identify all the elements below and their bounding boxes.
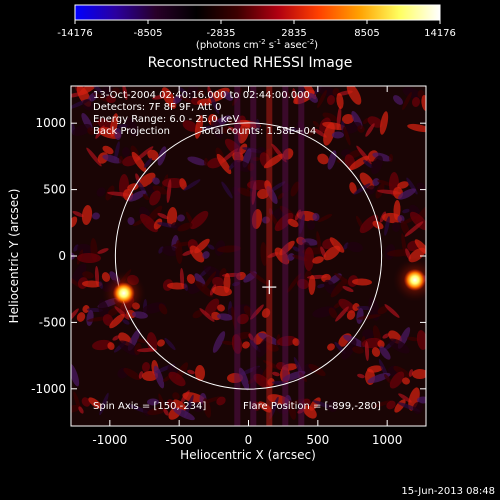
plot-title: Reconstructed RHESSI Image	[148, 55, 353, 71]
colorbar-tick-label: -14176	[57, 28, 92, 39]
colorbar-tick-label: -2835	[206, 28, 235, 39]
x-tick-label: 500	[306, 433, 329, 447]
info-spin-axis: Spin Axis = [150,-234]	[93, 401, 206, 412]
colorbar-tick-label: -8505	[133, 28, 162, 39]
bright-source	[112, 282, 135, 305]
y-tick-label: -500	[39, 315, 66, 329]
info-time-range: 13-Oct-2004 02:40:16.000 to 02:44:00.000	[93, 90, 310, 101]
colorbar-tick-label: 8505	[354, 28, 379, 39]
x-tick-label: 1000	[372, 433, 403, 447]
colorbar-unit-label: (photons cm-2 s-1 asec-2)	[196, 38, 318, 51]
bright-source	[403, 268, 426, 291]
colorbar	[74, 4, 441, 21]
info-flare-position: Flare Position = [-899,-280]	[243, 401, 381, 412]
y-tick-label: 0	[58, 249, 66, 263]
bright-sources	[101, 257, 426, 316]
x-axis-title: Heliocentric X (arcsec)	[180, 448, 316, 462]
x-tick-label: 0	[245, 433, 253, 447]
y-tick-label: -1000	[31, 382, 66, 396]
spin-axis-cross-icon	[262, 280, 277, 295]
x-tick-label: -500	[166, 433, 193, 447]
y-tick-label: 500	[43, 183, 66, 197]
colorbar-ticks: -14176 -8505 -2835 2835 8505 14176	[57, 20, 456, 39]
y-tick-label: 1000	[35, 116, 66, 130]
colorbar-tick-label: 14176	[424, 28, 456, 39]
y-axis-ticks: -1000 -500 0 500 1000	[31, 116, 426, 396]
colorbar-tick-label: 2835	[281, 28, 306, 39]
x-tick-label: -1000	[92, 433, 127, 447]
x-axis-ticks: -1000 -500 0 500 1000	[92, 86, 402, 447]
solar-limb-circle	[114, 122, 383, 390]
footer-timestamp: 15-Jun-2013 08:48	[401, 486, 495, 497]
info-counts: Total counts: 1.58E+04	[199, 126, 316, 137]
image-area	[71, 86, 426, 426]
y-axis-title: Heliocentric Y (arcsec)	[7, 189, 21, 324]
backprojection-pattern	[71, 86, 426, 426]
info-energy: Energy Range: 6.0 - 25.0 keV	[93, 114, 239, 125]
info-method: Back Projection	[93, 126, 170, 137]
info-detectors: Detectors: 7F 8F 9F, Att 0	[93, 102, 221, 113]
